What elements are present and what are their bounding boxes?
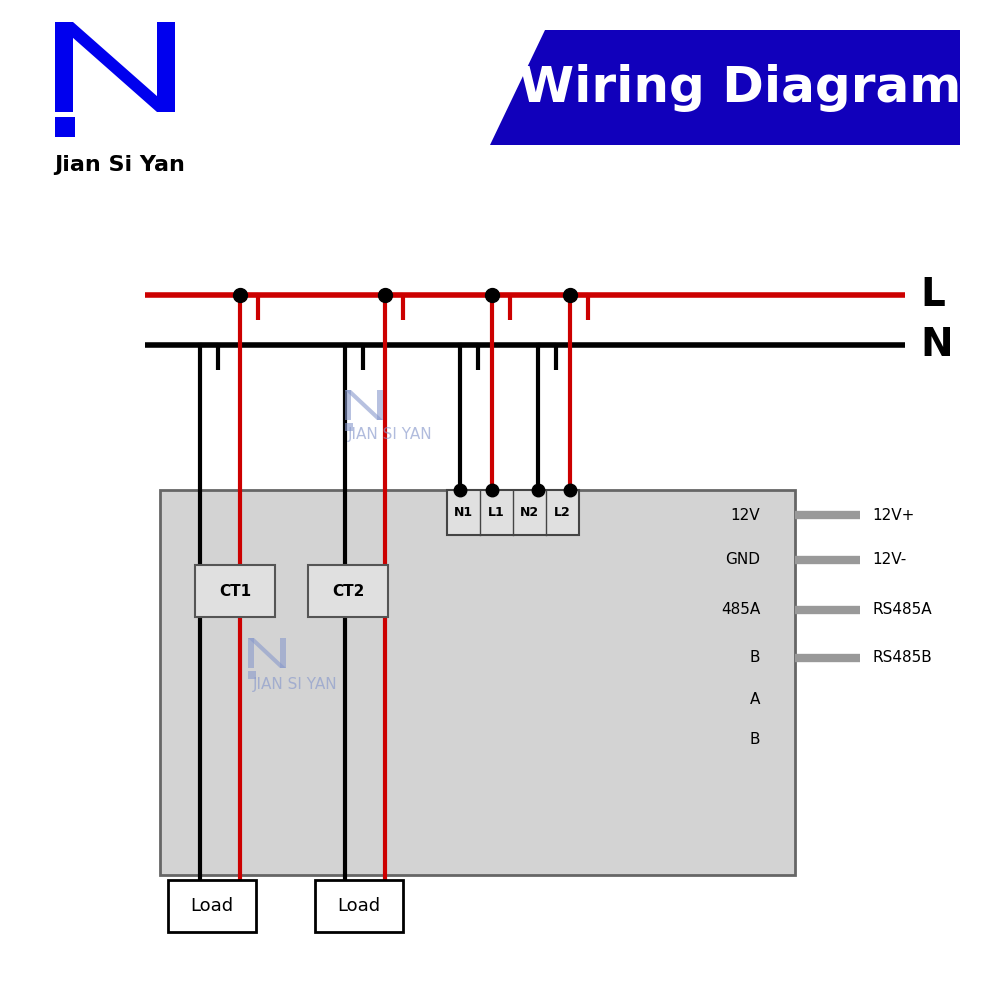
Bar bbox=[280, 638, 286, 668]
Text: L: L bbox=[920, 276, 945, 314]
Text: 12V: 12V bbox=[730, 508, 760, 522]
Polygon shape bbox=[55, 22, 175, 112]
Text: 485A: 485A bbox=[721, 602, 760, 617]
Text: CT2: CT2 bbox=[332, 584, 364, 598]
Bar bbox=[248, 671, 256, 679]
Bar bbox=[55, 22, 73, 112]
Text: 12V+: 12V+ bbox=[872, 508, 914, 522]
Text: Wiring Diagram: Wiring Diagram bbox=[519, 64, 961, 112]
Bar bbox=[195, 565, 275, 617]
Polygon shape bbox=[248, 638, 286, 668]
Bar bbox=[157, 22, 175, 112]
Text: RS485A: RS485A bbox=[872, 602, 932, 617]
Text: Jian Si Yan: Jian Si Yan bbox=[55, 155, 185, 175]
Polygon shape bbox=[345, 390, 383, 420]
Text: Load: Load bbox=[337, 897, 381, 915]
Text: RS485B: RS485B bbox=[872, 650, 932, 666]
Bar bbox=[308, 565, 388, 617]
Text: N2: N2 bbox=[520, 506, 539, 519]
Text: JIAN SI YAN: JIAN SI YAN bbox=[348, 428, 432, 442]
Text: N: N bbox=[920, 326, 953, 364]
Bar bbox=[168, 880, 256, 932]
Text: A: A bbox=[750, 692, 760, 708]
Bar bbox=[345, 423, 353, 431]
Bar bbox=[55, 117, 75, 137]
Polygon shape bbox=[490, 30, 960, 145]
Bar bbox=[447, 490, 579, 535]
Bar bbox=[377, 390, 383, 420]
Text: B: B bbox=[750, 650, 760, 666]
Text: L1: L1 bbox=[488, 506, 505, 519]
Text: CT1: CT1 bbox=[219, 584, 251, 598]
Text: L2: L2 bbox=[554, 506, 571, 519]
Text: JIAN SI YAN: JIAN SI YAN bbox=[253, 678, 337, 692]
Text: B: B bbox=[750, 732, 760, 748]
Text: 12V-: 12V- bbox=[872, 552, 906, 568]
Bar bbox=[345, 390, 351, 420]
Text: GND: GND bbox=[725, 552, 760, 568]
Bar bbox=[248, 638, 254, 668]
Text: N1: N1 bbox=[454, 506, 473, 519]
Bar bbox=[315, 880, 403, 932]
Bar bbox=[160, 490, 795, 875]
Text: Load: Load bbox=[190, 897, 234, 915]
